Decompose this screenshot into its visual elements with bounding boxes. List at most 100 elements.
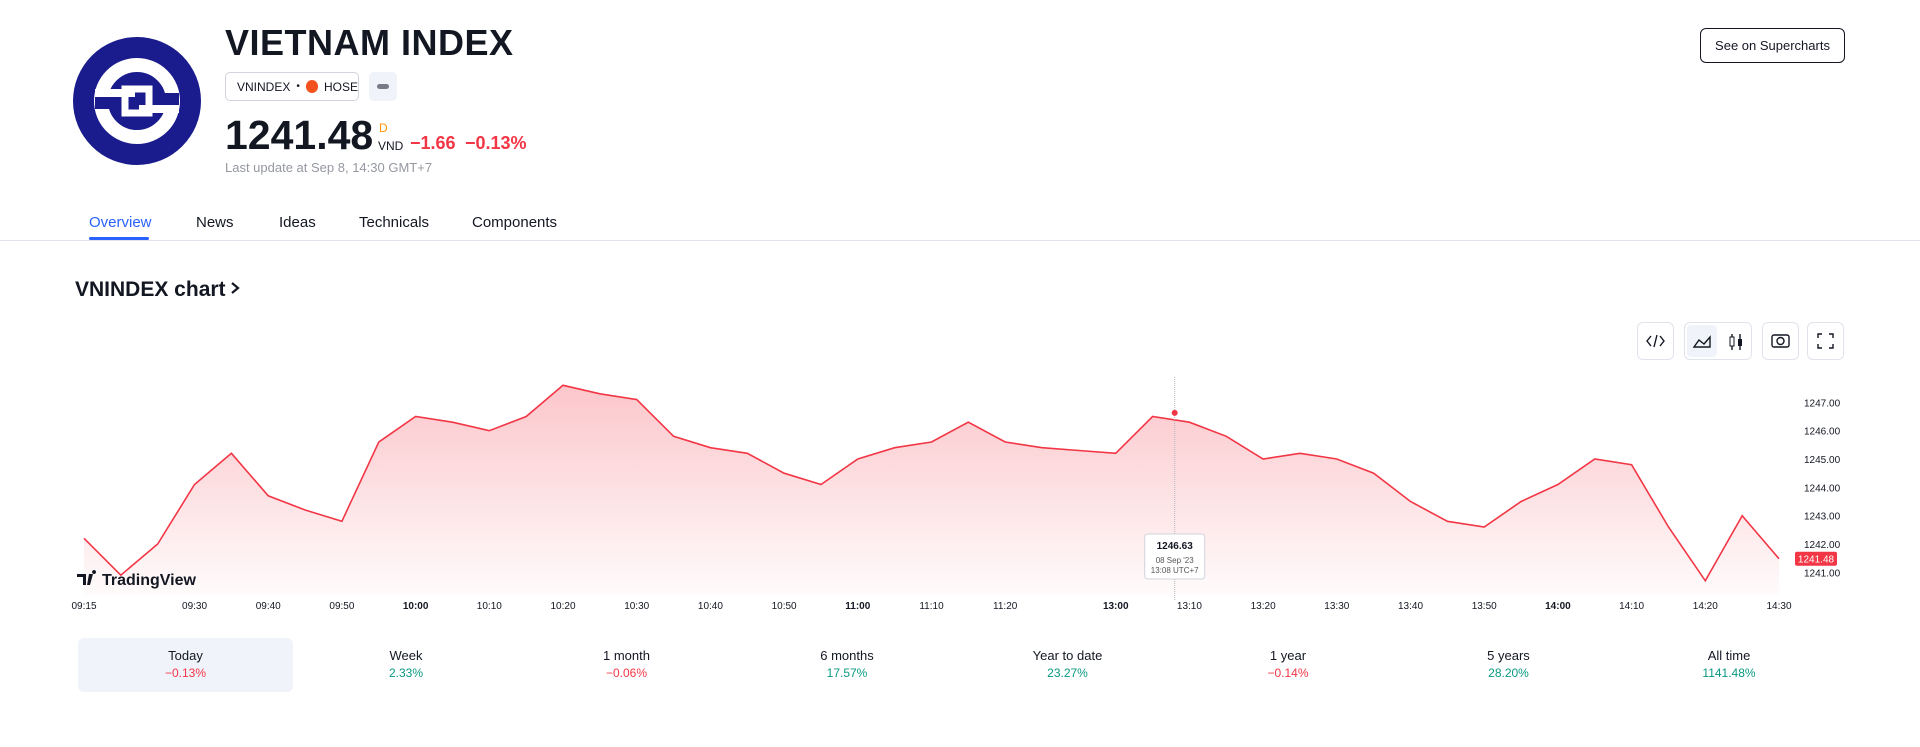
period-change: 23.27%	[1047, 666, 1088, 680]
tooltip-value: 1246.63	[1157, 541, 1194, 552]
x-tick-label: 10:40	[698, 601, 723, 612]
tooltip-box	[1144, 533, 1206, 580]
tab[interactable]: News	[196, 214, 234, 231]
tooltip-time: 13:08 UTC+7	[1151, 566, 1199, 575]
period-change: 17.57%	[826, 666, 868, 680]
y-tick-label: 1247.00	[1804, 398, 1841, 409]
exchange: HOSE	[323, 79, 358, 94]
x-tick-label: 11:20	[993, 601, 1018, 612]
x-tick-label: 13:50	[1472, 601, 1497, 612]
area-style-button[interactable]	[1687, 325, 1717, 357]
x-tick-label: 13:00	[1103, 601, 1129, 612]
watermark: TradingView	[77, 570, 197, 589]
x-tick-label: 13:30	[1324, 601, 1349, 612]
page-title: VIETNAM INDEX	[225, 22, 514, 63]
icon	[1692, 335, 1711, 348]
period-change: −0.06%	[605, 666, 648, 680]
tab[interactable]: Technicals	[359, 214, 430, 231]
symbol-pill[interactable]: VNINDEX • HOSE	[225, 72, 359, 101]
watermark-text: TradingView	[102, 572, 197, 589]
last-value-box	[1795, 551, 1837, 566]
price-line	[83, 384, 1780, 583]
period-label: Today	[168, 648, 203, 663]
x-tick-label: 10:20	[551, 601, 576, 612]
period-label: 1 month	[603, 648, 650, 663]
x-tick-label: 09:30	[182, 601, 207, 612]
watermark-logo	[77, 570, 97, 585]
period-card[interactable]: 6 months 17.57%	[740, 638, 955, 692]
x-tick-label: 13:10	[1177, 601, 1202, 612]
period-change: 1141.48%	[1702, 666, 1756, 680]
price-flag: D	[379, 121, 388, 135]
period-card[interactable]: 5 years 28.20%	[1401, 638, 1616, 692]
price: 1241.48	[225, 112, 374, 158]
tooltip-date: 08 Sep '23	[1156, 556, 1195, 565]
chevron	[230, 282, 240, 294]
period-change: −0.14%	[1267, 666, 1309, 680]
x-tick-label: 14:10	[1619, 601, 1644, 612]
chart-style-group[interactable]	[1684, 322, 1752, 360]
period-card[interactable]: Week 2.33%	[299, 638, 514, 692]
tab[interactable]: Components	[472, 214, 558, 231]
y-tick-label: 1243.00	[1804, 512, 1841, 523]
chart-heading-text: VNINDEX chart	[75, 278, 226, 301]
period-card[interactable]: Today −0.13%	[78, 638, 293, 692]
period-change: 28.20%	[1488, 666, 1529, 680]
x-tick-label: 11:00	[845, 601, 870, 612]
embed-button[interactable]	[1637, 322, 1674, 360]
candle-style-button[interactable]	[1721, 325, 1751, 357]
period-card[interactable]: All time 1141.48%	[1622, 638, 1837, 692]
area-fill	[84, 385, 1779, 595]
period-card[interactable]: Year to date 23.27%	[960, 638, 1175, 692]
x-tick-label: 09:50	[329, 601, 354, 612]
separator-dot: •	[296, 81, 300, 92]
x-tick-label: 09:15	[71, 601, 96, 612]
active-tab-indicator	[89, 237, 149, 240]
snapshot-button[interactable]	[1762, 322, 1799, 360]
x-tick-label: 14:30	[1766, 601, 1791, 612]
period-label: Week	[389, 648, 423, 663]
logo	[73, 37, 201, 165]
tab[interactable]: Ideas	[279, 214, 316, 231]
last-update: Last update at Sep 8, 14:30 GMT+7	[225, 160, 433, 175]
x-tick-label: 10:10	[477, 601, 502, 612]
period-label: 1 year	[1269, 648, 1307, 663]
period-label: 6 months	[820, 648, 874, 663]
y-tick-label: 1242.00	[1804, 540, 1841, 551]
y-tick-label: 1246.00	[1804, 427, 1841, 438]
period-change: −0.13%	[164, 666, 207, 680]
x-tick-label: 13:20	[1251, 601, 1276, 612]
currency: VND	[378, 139, 404, 153]
y-tick-label: 1241.00	[1804, 568, 1841, 579]
supercharts-button[interactable]: See on Supercharts	[1700, 28, 1845, 63]
y-tick-label: 1244.00	[1804, 483, 1841, 494]
x-tick-label: 10:00	[403, 601, 429, 612]
x-tick-label: 13:40	[1398, 601, 1423, 612]
icon	[1646, 334, 1665, 348]
period-card[interactable]: 1 year −0.14%	[1181, 638, 1396, 692]
ticker: VNINDEX	[237, 79, 291, 94]
period-label: Year to date	[1032, 648, 1103, 663]
period-change: 2.33%	[388, 666, 424, 680]
y-tick-label: 1245.00	[1804, 455, 1841, 466]
fullscreen-button[interactable]	[1807, 322, 1844, 360]
period-label: 5 years	[1487, 648, 1530, 663]
x-tick-label: 09:40	[256, 601, 281, 612]
crosshair-dot	[1171, 409, 1178, 416]
x-tick-label: 14:20	[1693, 601, 1718, 612]
icon	[1817, 333, 1834, 349]
chart-heading[interactable]: VNINDEX chart	[75, 278, 241, 302]
period-label: All time	[1707, 648, 1751, 663]
chart: 1241.00 1242.00 1243.00 1244.00 1245.00 1246.…	[71, 377, 1841, 612]
exchange-flag	[305, 80, 318, 93]
collapse-button[interactable]	[369, 72, 397, 101]
price-change: −1.66	[410, 133, 456, 153]
last-value-label: 1241.48	[1798, 555, 1835, 566]
tab[interactable]: Overview	[89, 214, 152, 231]
icon	[1771, 334, 1790, 348]
x-tick-label: 10:30	[624, 601, 649, 612]
period-card[interactable]: 1 month −0.06%	[519, 638, 734, 692]
